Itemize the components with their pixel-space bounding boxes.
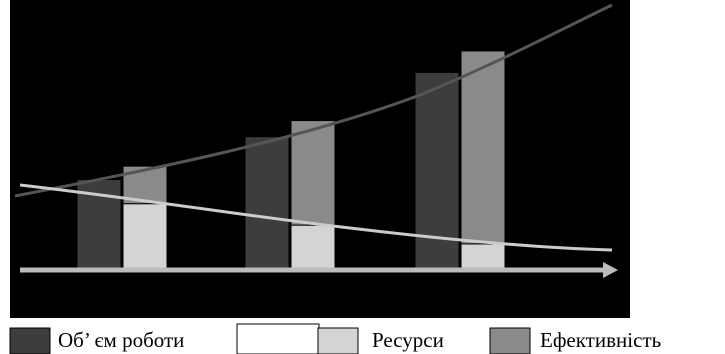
legend-box	[236, 323, 320, 354]
legend: Об’ єм роботи Ресурси Ефективність	[9, 323, 661, 354]
rising-curve	[14, 3, 613, 198]
bar	[290, 120, 336, 226]
bar	[122, 203, 168, 269]
arrow-head	[603, 262, 618, 278]
bar	[244, 136, 290, 269]
legend-label: Об’ єм роботи	[58, 328, 184, 352]
bar	[290, 224, 336, 269]
legend-label: Ефективність	[540, 328, 661, 352]
bar	[460, 243, 506, 269]
legend-swatch	[317, 327, 359, 354]
legend-swatch	[9, 327, 51, 354]
legend-swatch	[489, 327, 531, 354]
bar	[460, 50, 506, 245]
falling-curve	[19, 183, 613, 252]
legend-label: Ресурси	[372, 328, 444, 352]
